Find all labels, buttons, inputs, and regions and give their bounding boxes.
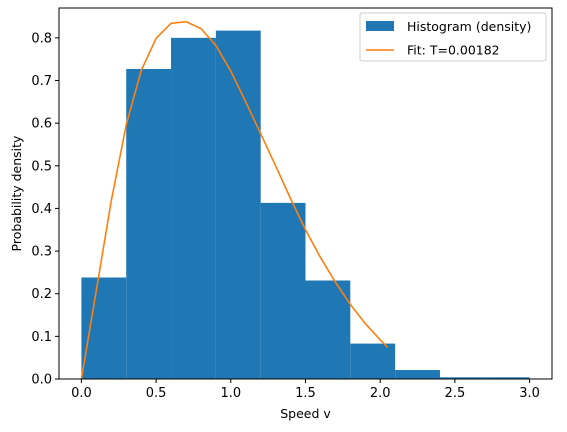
histogram-bars	[81, 30, 530, 380]
x-tick-label: 2.0	[370, 386, 391, 401]
legend-box	[359, 12, 547, 62]
y-tick-label: 0.4	[31, 202, 52, 217]
histogram-bar	[215, 30, 261, 380]
y-tick-label: 0.8	[31, 31, 52, 46]
histogram-bar	[439, 377, 485, 379]
legend-swatch-histogram	[366, 21, 394, 31]
legend: Histogram (density) Fit: T=0.00182	[359, 12, 547, 62]
y-tick-label: 0.1	[31, 330, 52, 345]
legend-label-histogram: Histogram (density)	[407, 19, 531, 34]
histogram-bar	[305, 280, 351, 379]
x-tick-label: 2.5	[445, 386, 466, 401]
legend-label-fit: Fit: T=0.00182	[407, 43, 500, 58]
x-tick-label: 0.0	[71, 386, 92, 401]
x-tick-label: 1.5	[295, 386, 316, 401]
x-axis-label: Speed v	[280, 406, 331, 421]
histogram-bar	[350, 343, 396, 379]
histogram-bar	[126, 68, 172, 379]
histogram-bar	[81, 277, 127, 379]
histogram-bar	[260, 202, 306, 379]
y-axis-ticks: 0.0 0.1 0.2 0.3 0.4 0.5 0.6 0.7 0.8	[31, 31, 59, 388]
x-tick-label: 0.5	[146, 386, 167, 401]
histogram-bar	[171, 37, 216, 379]
y-tick-label: 0.3	[31, 245, 52, 260]
y-tick-label: 0.7	[31, 74, 52, 89]
histogram-bar	[484, 377, 530, 379]
y-tick-label: 0.5	[31, 159, 52, 174]
y-tick-label: 0.2	[31, 287, 52, 302]
fit-curve-layer	[80, 20, 389, 380]
y-tick-label: 0.6	[31, 117, 52, 132]
x-tick-label: 3.0	[519, 386, 540, 401]
fit-curve	[80, 20, 389, 380]
x-axis-ticks: 0.0 0.5 1.0 1.5 2.0 2.5 3.0	[71, 379, 540, 401]
x-tick-label: 1.0	[220, 386, 241, 401]
histogram-bar	[395, 370, 440, 379]
y-axis-label: Probability density	[9, 135, 24, 251]
y-tick-label: 0.0	[31, 373, 52, 388]
